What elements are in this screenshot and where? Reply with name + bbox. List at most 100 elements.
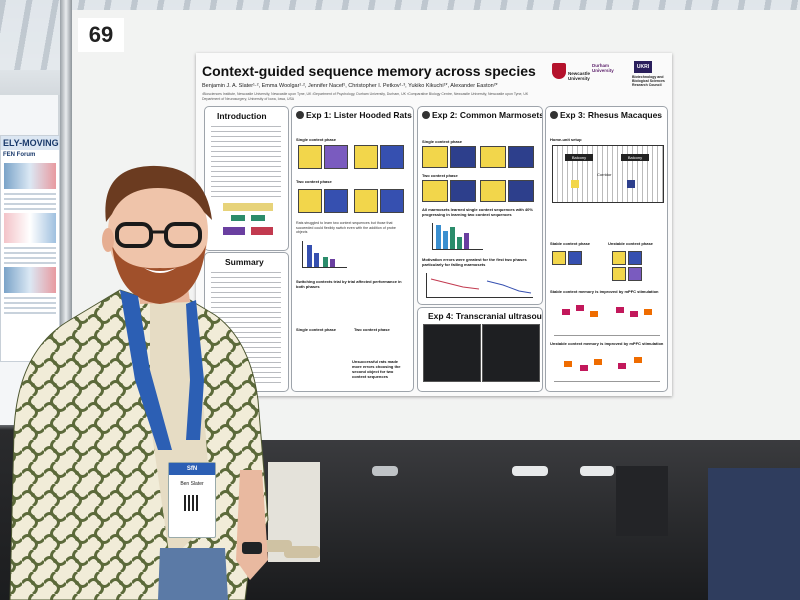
adjacent-poster: ELY-MOVING MICE FEN Forum — [0, 135, 60, 362]
background-person-shoe — [580, 466, 614, 476]
exp3-icon — [550, 111, 558, 119]
exp1-icon — [296, 111, 304, 119]
diagram-block — [223, 227, 245, 235]
research-poster: Context-guided sequence memory across sp… — [196, 53, 672, 396]
exp2-line-chart — [426, 273, 533, 298]
exp2-title: Exp 2: Common Marmosets — [432, 110, 543, 120]
chart-bar — [618, 363, 626, 369]
macaque-stimulus — [552, 251, 566, 265]
line-series — [486, 280, 532, 294]
background-person-shoe — [512, 466, 548, 476]
exp1-switching: Switching contexts trial by trial affect… — [296, 279, 402, 289]
macaque-stimulus — [612, 251, 626, 265]
summary-panel: Summary — [204, 252, 289, 392]
exp4-title: Exp 4: Transcranial ultrasound — [428, 311, 543, 321]
adjacent-poster-figure — [4, 163, 56, 189]
chart-bar — [590, 311, 598, 317]
bbsrc-logo-text: Biotechnology and Biological Sciences Re… — [632, 75, 665, 87]
macaque-stimulus — [628, 267, 642, 281]
exp4-panel: Exp 4: Transcranial ultrasound — [417, 307, 543, 392]
rat-arena-tile — [354, 189, 378, 213]
adjacent-poster-text — [4, 246, 56, 264]
corridor-label: Corridor — [597, 172, 612, 177]
background-person-shoe — [284, 546, 320, 558]
chart-bar — [616, 307, 624, 313]
exp3-setup-label: Home-unit setup — [550, 137, 582, 142]
chart-bar — [580, 365, 588, 371]
exp2-panel: Exp 2: Common Marmosets Single context p… — [417, 106, 543, 305]
chart-bar — [443, 231, 448, 249]
exp3-chart-2 — [554, 351, 660, 382]
exp1-finding: Rats struggled to learn two context sequ… — [296, 221, 396, 235]
badge-qr-code — [184, 495, 200, 511]
diagram-block — [251, 215, 265, 221]
exp3-stable-label: Stable context phase — [550, 241, 591, 246]
rat-arena-tile — [298, 145, 322, 169]
exp1-single-label: Single context phase — [296, 137, 337, 142]
chart-bar — [630, 311, 638, 317]
marmoset-screen — [508, 180, 534, 202]
marmoset-screen — [422, 180, 448, 202]
exp3-panel: Exp 3: Rhesus Macaques Home-unit setup B… — [545, 106, 668, 392]
badge-header: SfN — [169, 463, 215, 475]
chart-bar — [464, 233, 469, 249]
adjacent-poster-text — [4, 192, 56, 210]
exp2-two-label: Two context phase — [422, 173, 458, 178]
introduction-diagram — [223, 203, 273, 239]
context-panel — [571, 180, 579, 188]
introduction-title: Introduction — [217, 111, 267, 121]
exp1-two-label: Two context phase — [296, 179, 332, 184]
exp2-motivation: Motivation errors were greatest for the … — [422, 257, 527, 267]
board-number: 69 — [78, 18, 124, 52]
context-panel — [627, 180, 635, 188]
exp2-single-label: Single context phase — [422, 139, 463, 144]
rat-arena-tile — [324, 189, 348, 213]
introduction-text — [211, 125, 281, 197]
exp3-title: Exp 3: Rhesus Macaques — [560, 110, 663, 120]
chart-bar — [457, 237, 462, 249]
exp1-errors: Unsuccessful rats made more errors choos… — [352, 359, 401, 379]
chart-bar — [644, 309, 652, 315]
exp1-panel: Exp 1: Lister Hooded Rats Single context… — [291, 106, 414, 392]
introduction-panel: Introduction — [204, 106, 289, 251]
durham-logo-text: Durham University — [592, 63, 614, 73]
macaque-stimulus — [612, 267, 626, 281]
rat-arena-tile — [380, 145, 404, 169]
diagram-block — [223, 203, 273, 211]
rat-arena-tile — [298, 189, 322, 213]
exp2-icon — [422, 111, 430, 119]
adjacent-poster-figure — [4, 213, 56, 243]
ultrasound-image — [423, 324, 481, 382]
chart-bar — [594, 359, 602, 365]
chart-bar — [562, 309, 570, 315]
chart-bar — [330, 259, 335, 267]
summary-title: Summary — [225, 257, 264, 267]
logos-area: Newcastle University Durham University U… — [552, 59, 666, 97]
macaque-home-unit: Balcony Balcony Corridor — [552, 145, 664, 203]
chart-bar — [323, 257, 328, 267]
background-person-shoe — [372, 466, 398, 476]
chart-bar — [450, 227, 455, 249]
chart-bar — [564, 361, 572, 367]
marmoset-screen — [480, 146, 506, 168]
balcony-label: Balcony — [621, 154, 649, 161]
exp1-single-phase: Single context phase — [296, 327, 337, 332]
exp1-title: Exp 1: Lister Hooded Rats — [306, 110, 412, 120]
macaque-stimulus — [628, 251, 642, 265]
adjacent-poster-subtitle: FEN Forum — [3, 152, 36, 158]
chart-bar — [576, 305, 584, 311]
diagram-block — [251, 227, 273, 235]
exp3-result1: Stable context memory is improved by mPF… — [550, 289, 659, 294]
adjacent-poster-title: ELY-MOVING MICE — [1, 136, 59, 150]
marmoset-screen — [450, 146, 476, 168]
rat-arena-tile — [354, 145, 378, 169]
ultrasound-image — [482, 324, 540, 382]
background-person-legs — [616, 466, 668, 536]
exp3-result2: Unstable context memory is improved by m… — [550, 341, 664, 346]
badge-name: Ben Slater — [180, 481, 204, 487]
diagram-block — [231, 215, 245, 221]
adjacent-poster-text — [4, 296, 56, 314]
ukri-logo: UKRI — [634, 61, 652, 73]
exp2-finding: All marmosets learned single context seq… — [422, 207, 533, 217]
chart-bar — [634, 357, 642, 363]
